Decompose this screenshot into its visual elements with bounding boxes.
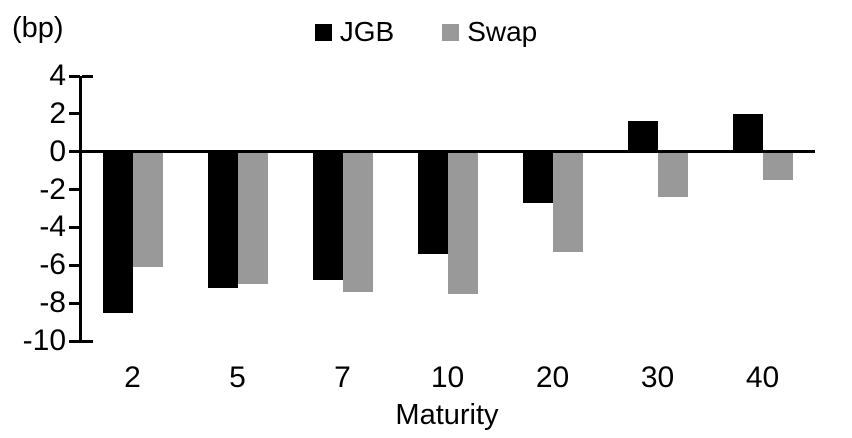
x-axis-category-label: 30 xyxy=(640,361,675,394)
bar-swap-10 xyxy=(447,151,478,294)
bar-swap-20 xyxy=(552,151,583,253)
y-axis-tick-label: 2 xyxy=(49,96,66,130)
x-axis-category-label: 20 xyxy=(535,361,570,394)
y-axis-tick-label: -10 xyxy=(22,324,66,357)
y-axis-tick-label: -6 xyxy=(39,248,66,282)
y-axis-tick xyxy=(69,263,80,267)
y-axis-tick-label: -2 xyxy=(39,172,66,206)
y-axis-tick xyxy=(69,150,80,154)
y-axis-tick-label: 4 xyxy=(49,59,66,92)
x-axis-category-label: 10 xyxy=(430,361,465,394)
legend-item-swap: Swap xyxy=(442,16,537,48)
x-axis-title: Maturity xyxy=(395,399,499,431)
y-axis-line xyxy=(79,76,82,343)
y-axis-top-cap xyxy=(82,74,93,78)
bar-jgb-10 xyxy=(417,151,448,254)
jgb-swatch-icon xyxy=(314,23,332,41)
bar-swap-40 xyxy=(762,151,793,181)
legend-item-jgb: JGB xyxy=(314,16,395,48)
legend-label-jgb: JGB xyxy=(339,16,395,47)
bar-swap-7 xyxy=(342,151,373,292)
y-axis-tick xyxy=(69,301,80,305)
y-axis-tick xyxy=(69,339,80,343)
legend: JGB Swap xyxy=(0,16,852,48)
y-axis-tick xyxy=(69,188,80,192)
bar-jgb-2 xyxy=(102,151,133,313)
swap-swatch-icon xyxy=(442,23,460,41)
bar-swap-30 xyxy=(657,151,688,198)
bar-jgb-7 xyxy=(312,151,343,281)
x-axis-category-label: 2 xyxy=(124,361,141,394)
y-axis-tick xyxy=(69,74,80,78)
bar-jgb-5 xyxy=(207,151,238,288)
y-axis-tick-label: 0 xyxy=(49,134,66,168)
legend-label-swap: Swap xyxy=(467,16,538,47)
y-axis-tick xyxy=(69,225,80,229)
y-axis-tick-label: -8 xyxy=(39,286,66,320)
y-axis-tick xyxy=(69,112,80,116)
x-axis-category-label: 40 xyxy=(745,361,780,394)
bar-swap-5 xyxy=(237,151,268,285)
bar-swap-2 xyxy=(132,151,163,268)
bar-jgb-30 xyxy=(627,121,658,152)
y-axis-tick-label: -4 xyxy=(39,210,66,244)
x-axis-category-label: 5 xyxy=(229,361,246,394)
y-axis-unit-label: (bp) xyxy=(12,12,64,44)
x-axis-category-label: 7 xyxy=(334,361,351,394)
x-axis-zero-line xyxy=(80,150,815,154)
y-axis-bottom-cap xyxy=(82,339,93,343)
bar-jgb-40 xyxy=(732,113,763,152)
bar-jgb-20 xyxy=(522,151,553,203)
